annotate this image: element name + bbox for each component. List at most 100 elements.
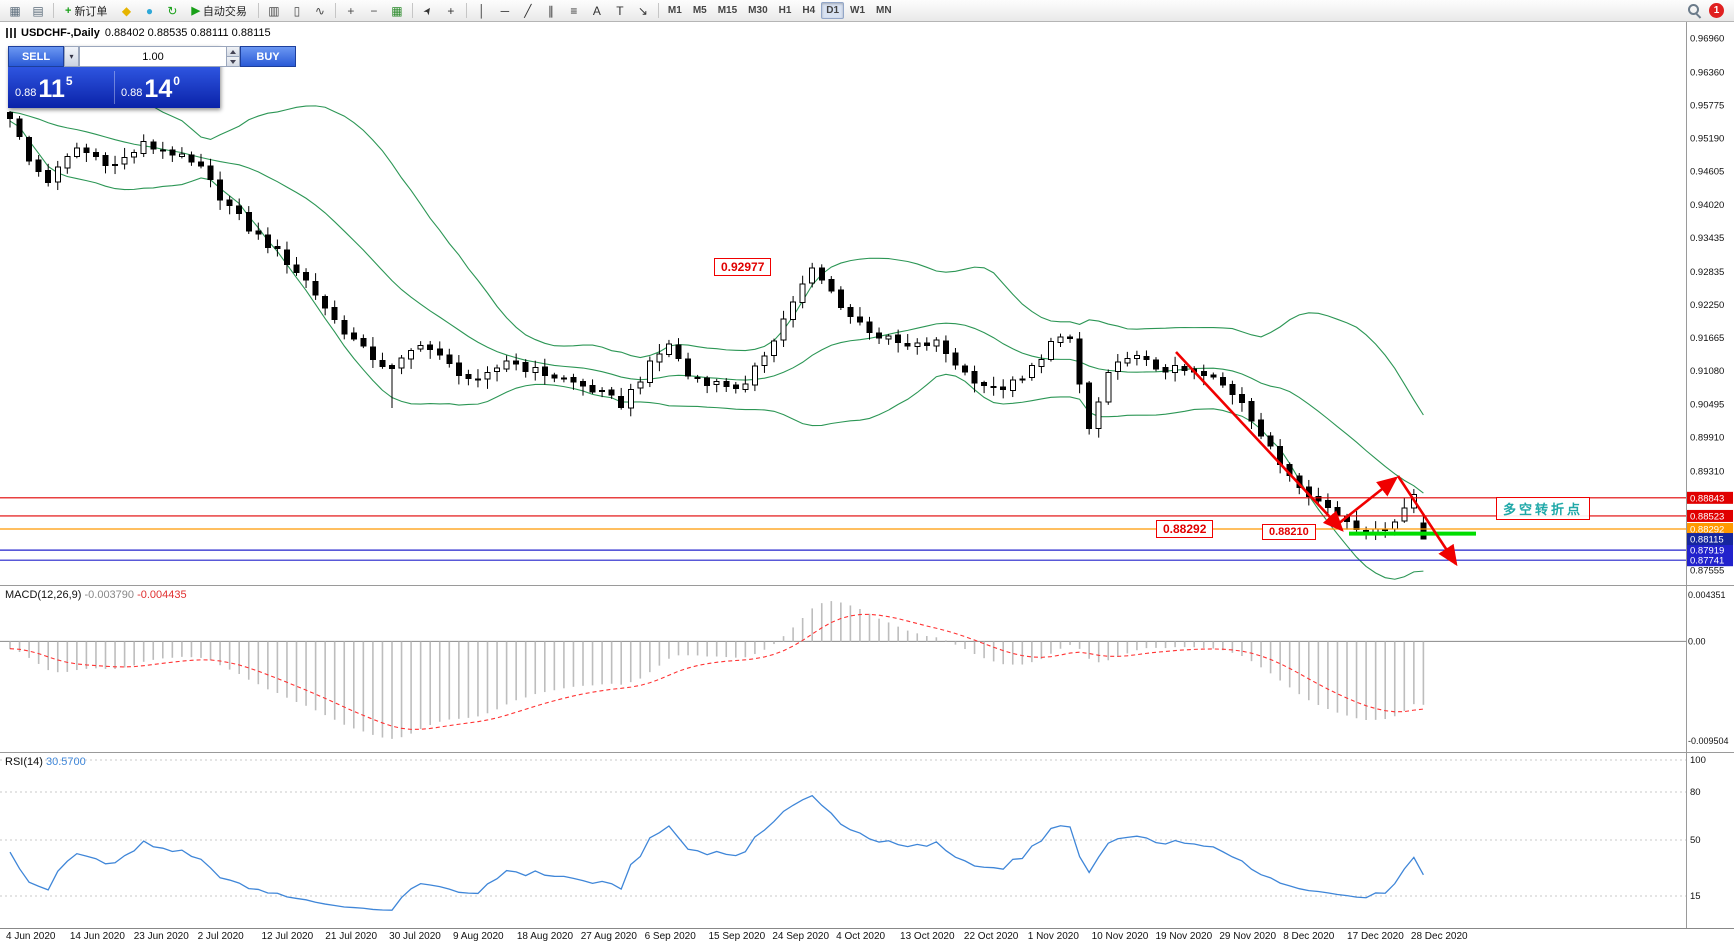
candle-body bbox=[1038, 358, 1045, 367]
green-line-price-label[interactable]: 0.88210 bbox=[1262, 524, 1316, 540]
candle-body bbox=[952, 352, 959, 366]
candle-body bbox=[923, 342, 930, 347]
new-order-button[interactable]: + 新订单 bbox=[58, 1, 114, 21]
date-label: 9 Aug 2020 bbox=[453, 931, 504, 942]
panel-divider[interactable] bbox=[0, 585, 1734, 586]
macd-panel: 0.004351 0.00 -0.009504 bbox=[0, 590, 1729, 746]
candle-body bbox=[188, 154, 195, 163]
new-order-button-label: 新订单 bbox=[74, 5, 108, 18]
candle-body bbox=[121, 156, 128, 165]
channel-icon[interactable]: ∥ bbox=[547, 3, 554, 18]
refresh-icon[interactable]: ↻ bbox=[167, 3, 178, 18]
timeframe-m15[interactable]: M15 bbox=[717, 5, 738, 16]
lot-stepper bbox=[226, 47, 239, 66]
candle-body bbox=[1210, 374, 1217, 378]
autotrading-button-label: 自动交易 bbox=[202, 5, 247, 18]
candle-body bbox=[1315, 495, 1322, 502]
candle-body bbox=[455, 362, 462, 377]
fibonacci-icon[interactable]: ≡ bbox=[570, 3, 578, 18]
candle-body bbox=[933, 339, 940, 347]
trade-controls-row: SELL ▾ BUY bbox=[8, 46, 296, 67]
date-label: 24 Sep 2020 bbox=[772, 931, 830, 942]
candle-body bbox=[866, 321, 873, 333]
candle-body bbox=[1229, 384, 1236, 395]
lot-stepper-up[interactable] bbox=[226, 47, 239, 56]
timeframe-w1[interactable]: W1 bbox=[850, 5, 866, 16]
notification-badge[interactable]: 1 bbox=[1709, 3, 1724, 18]
profiles-icon[interactable]: ▤ bbox=[32, 3, 44, 18]
candle-body bbox=[1019, 378, 1026, 381]
timeframe-d1[interactable]: D1 bbox=[821, 2, 845, 19]
bar-chart-type-icon[interactable]: ▥ bbox=[268, 3, 280, 18]
candle-body bbox=[178, 153, 185, 157]
candle-body bbox=[1200, 370, 1207, 377]
timeframe-h1[interactable]: H1 bbox=[778, 5, 792, 16]
candle-body bbox=[484, 371, 491, 380]
zoom-out-icon[interactable]: − bbox=[370, 3, 378, 18]
date-label: 29 Nov 2020 bbox=[1219, 931, 1277, 942]
candle-body bbox=[723, 381, 730, 387]
candle-body bbox=[7, 112, 13, 119]
price-tick: 0.95775 bbox=[1690, 100, 1724, 111]
timeframe-m30[interactable]: M30 bbox=[748, 5, 768, 16]
trendline-icon[interactable]: ╱ bbox=[524, 3, 532, 18]
candle-body bbox=[16, 118, 23, 137]
turning-point-note[interactable]: 多空转折点 bbox=[1496, 497, 1591, 520]
new-chart-icon[interactable]: ▦ bbox=[9, 3, 21, 18]
autotrading-button-icon: ▶ bbox=[191, 5, 200, 17]
market-watch-icon[interactable]: ◆ bbox=[121, 3, 132, 18]
tile-windows-icon[interactable]: ▦ bbox=[391, 3, 403, 18]
candle-body bbox=[962, 365, 968, 373]
candle-body bbox=[895, 334, 902, 344]
sell-button[interactable]: SELL bbox=[8, 46, 64, 67]
buy-button[interactable]: BUY bbox=[240, 46, 296, 67]
trend-arrow-object[interactable] bbox=[1175, 351, 1344, 532]
candle-body bbox=[255, 230, 262, 235]
candle-body bbox=[465, 374, 472, 380]
bollinger-lower-band bbox=[9, 120, 1424, 580]
timeframe-mn[interactable]: MN bbox=[876, 5, 892, 16]
price-chip-text: 0.88843 bbox=[1690, 493, 1724, 504]
trend-arrow-object[interactable] bbox=[1396, 475, 1458, 567]
candle-body bbox=[675, 344, 682, 359]
current-price-chip bbox=[1687, 533, 1733, 546]
buy-price-sup: 0 bbox=[173, 74, 180, 88]
candle-body bbox=[713, 381, 720, 385]
timeframe-m1[interactable]: M1 bbox=[667, 5, 682, 16]
trend-arrow-object[interactable] bbox=[1337, 476, 1399, 526]
line-chart-type-icon[interactable]: ∿ bbox=[314, 3, 325, 18]
zoom-in-icon[interactable]: + bbox=[347, 3, 355, 18]
bollinger-middle-band bbox=[9, 111, 1424, 494]
arrows-icon[interactable]: ↘ bbox=[637, 3, 648, 18]
label-icon[interactable]: T bbox=[616, 3, 624, 18]
autotrading-button[interactable]: ▶ 自动交易 bbox=[184, 1, 253, 21]
candle-body bbox=[207, 165, 214, 180]
horizontal-line-icon[interactable]: ─ bbox=[500, 3, 510, 18]
lot-size-input[interactable] bbox=[80, 47, 226, 66]
peak-price-label[interactable]: 0.92977 bbox=[714, 258, 772, 276]
candle-body bbox=[551, 374, 558, 379]
buy-price[interactable]: 0.88 14 0 bbox=[114, 67, 220, 108]
candle-body bbox=[1124, 357, 1131, 364]
timeframe-h4[interactable]: H4 bbox=[802, 5, 816, 16]
sell-price[interactable]: 0.88 11 5 bbox=[8, 67, 114, 108]
candle-body bbox=[685, 358, 692, 377]
lot-dropdown-button[interactable]: ▾ bbox=[64, 46, 79, 67]
toolbar-separator bbox=[53, 3, 54, 18]
timeframe-m5[interactable]: M5 bbox=[692, 5, 707, 16]
crosshair-icon[interactable]: + bbox=[447, 3, 455, 18]
support-price-label[interactable]: 0.88292 bbox=[1156, 520, 1214, 538]
text-icon[interactable]: A bbox=[592, 3, 601, 18]
candlestick-type-icon[interactable]: ▯ bbox=[293, 3, 301, 18]
search-icon[interactable] bbox=[1687, 3, 1702, 18]
date-label: 30 Jul 2020 bbox=[389, 931, 441, 942]
candle-body bbox=[1238, 393, 1245, 403]
lot-stepper-down[interactable] bbox=[226, 56, 239, 66]
date-label: 12 Jul 2020 bbox=[261, 931, 314, 942]
clock-icon[interactable]: ● bbox=[145, 3, 154, 18]
date-label: 19 Nov 2020 bbox=[1155, 931, 1213, 942]
candle-body bbox=[198, 161, 204, 167]
vertical-line-icon[interactable]: │ bbox=[478, 3, 486, 18]
panel-divider[interactable] bbox=[0, 752, 1734, 753]
date-label: 2 Jul 2020 bbox=[197, 931, 244, 942]
